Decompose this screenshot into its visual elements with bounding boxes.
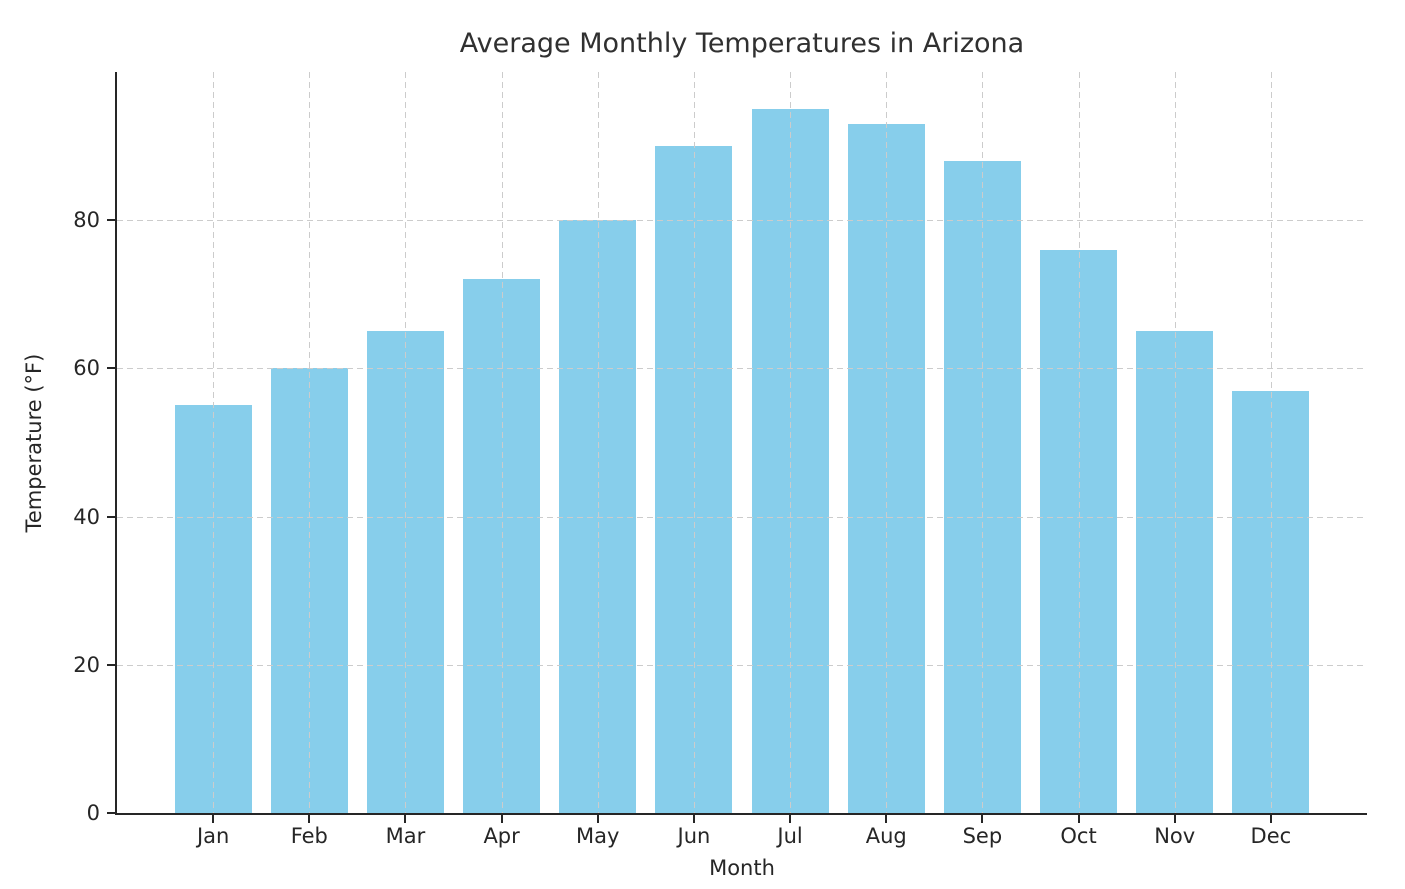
x-tick-label-mar: Mar (385, 824, 426, 848)
gridline-horizontal-40 (117, 516, 1367, 518)
x-tick-mark-nov (1173, 815, 1176, 823)
x-tick-mark-jan (212, 815, 215, 823)
gridline-vertical-sep (982, 72, 984, 813)
y-tick-label-60: 60 (73, 356, 100, 381)
y-tick-label-0: 0 (86, 801, 100, 825)
x-tick-label-apr: Apr (483, 824, 520, 848)
y-tick-label-40: 40 (73, 504, 100, 529)
chart-title: Average Monthly Temperatures in Arizona (459, 28, 1025, 59)
x-tick-label-jul: Jul (777, 824, 803, 848)
x-tick-label-oct: Oct (1060, 824, 1097, 848)
x-tick-mark-dec (1269, 815, 1272, 823)
gridline-horizontal-80 (117, 220, 1367, 222)
x-tick-label-jan: Jan (196, 824, 230, 848)
x-tick-mark-jul (789, 815, 792, 823)
gridline-vertical-jan (213, 72, 215, 813)
y-axis-spine (115, 72, 117, 815)
y-tick-mark-20 (107, 663, 115, 666)
y-tick-label-80: 80 (73, 208, 100, 233)
gridline-vertical-oct (1078, 72, 1080, 813)
plot-area (117, 72, 1367, 813)
x-tick-label-aug: Aug (865, 824, 907, 848)
y-tick-mark-60 (107, 367, 115, 370)
x-tick-label-dec: Dec (1250, 824, 1292, 848)
x-tick-label-sep: Sep (962, 824, 1003, 848)
x-axis-spine (115, 813, 1367, 815)
x-tick-label-feb: Feb (290, 824, 328, 848)
gridline-vertical-may (597, 72, 599, 813)
y-axis-label: Temperature (°F) (22, 353, 46, 533)
y-tick-mark-0 (107, 812, 115, 814)
x-tick-label-may: May (576, 824, 620, 848)
x-tick-mark-sep (981, 815, 984, 823)
y-tick-label-20: 20 (73, 652, 100, 677)
gridline-vertical-aug (886, 72, 888, 813)
gridline-vertical-jun (693, 72, 695, 813)
x-tick-label-nov: Nov (1154, 824, 1196, 848)
y-tick-mark-40 (107, 515, 115, 518)
x-tick-mark-aug (885, 815, 888, 823)
gridline-horizontal-60 (117, 368, 1367, 370)
y-tick-mark-80 (107, 219, 115, 222)
x-tick-label-jun: Jun (677, 824, 711, 848)
x-tick-mark-oct (1077, 815, 1080, 823)
gridline-vertical-mar (405, 72, 407, 813)
x-tick-mark-feb (308, 815, 311, 823)
gridline-vertical-feb (309, 72, 311, 813)
gridline-vertical-dec (1270, 72, 1272, 813)
gridline-vertical-apr (501, 72, 503, 813)
gridline-vertical-nov (1174, 72, 1176, 813)
x-tick-mark-mar (404, 815, 407, 823)
x-tick-mark-jun (692, 815, 695, 823)
x-axis-label: Month (709, 856, 775, 880)
gridline-vertical-jul (790, 72, 792, 813)
x-tick-mark-apr (500, 815, 503, 823)
gridline-horizontal-20 (117, 664, 1367, 666)
x-tick-mark-may (596, 815, 599, 823)
